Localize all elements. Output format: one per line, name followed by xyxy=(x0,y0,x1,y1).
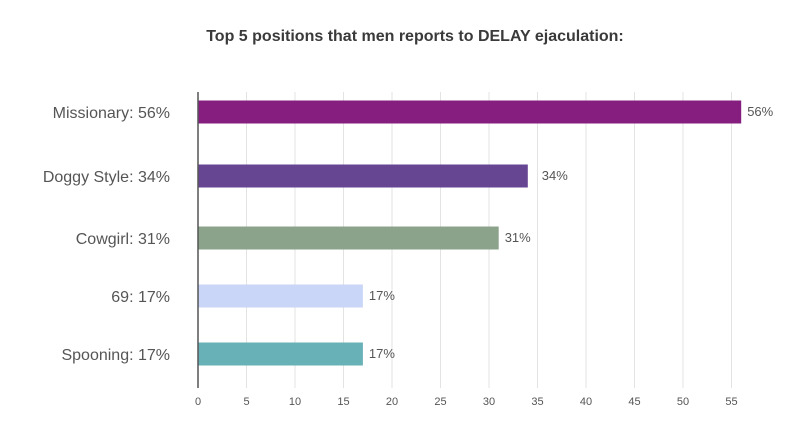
x-tick-label-15: 15 xyxy=(337,396,349,408)
category-label-2: Cowgirl: 31% xyxy=(76,231,170,248)
value-label-4: 17% xyxy=(369,346,395,361)
bar-0 xyxy=(198,100,742,124)
x-tick-label-40: 40 xyxy=(580,396,592,408)
x-tick-label-10: 10 xyxy=(289,396,301,408)
x-tick-label-50: 50 xyxy=(677,396,689,408)
bars xyxy=(198,100,742,366)
bar-4 xyxy=(198,342,363,366)
chart-title-part-2: DELAY ejaculation: xyxy=(477,28,624,45)
chart-title-part-0: Top 5 positions xyxy=(206,28,324,45)
value-label-3: 17% xyxy=(369,288,395,303)
value-label-1: 34% xyxy=(542,168,568,183)
category-label-0: Missionary: 56% xyxy=(53,105,170,122)
bar-1 xyxy=(198,164,528,188)
chart-title: Top 5 positions that men reports to DELA… xyxy=(0,28,800,46)
x-tick-label-25: 25 xyxy=(434,396,446,408)
x-tick-label-45: 45 xyxy=(628,396,640,408)
x-tick-label-30: 30 xyxy=(483,396,495,408)
category-label-4: Spooning: 17% xyxy=(61,347,170,364)
category-label-1: Doggy Style: 34% xyxy=(43,169,170,186)
chart-title-part-1: that men reports to xyxy=(323,28,478,45)
value-label-2: 31% xyxy=(505,230,531,245)
category-label-3: 69: 17% xyxy=(111,289,170,306)
x-tick-label-20: 20 xyxy=(386,396,398,408)
bar-2 xyxy=(198,226,499,250)
x-tick-label-0: 0 xyxy=(195,396,201,408)
x-tick-label-55: 55 xyxy=(725,396,737,408)
x-tick-label-5: 5 xyxy=(243,396,249,408)
bar-3 xyxy=(198,284,363,308)
x-tick-label-35: 35 xyxy=(531,396,543,408)
value-label-0: 56% xyxy=(747,104,773,119)
labels: 0 5 10 15 20 25 30 35 40 45 50 55 Missionary: 56% 56%… xyxy=(43,104,774,408)
